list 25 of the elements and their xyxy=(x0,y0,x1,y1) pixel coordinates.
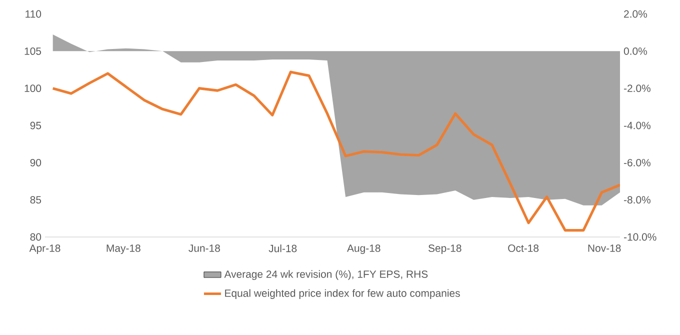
legend-label: Average 24 wk revision (%), 1FY EPS, RHS xyxy=(224,270,428,280)
y-tick-label: 85 xyxy=(30,196,42,204)
x-tick-label: Jul-18 xyxy=(268,244,297,252)
y-tick-label: 105 xyxy=(24,47,42,55)
y2-tick-label: 0.0% xyxy=(624,47,647,55)
y2-tick-label: -6.0% xyxy=(624,158,650,166)
y2-tick-label: 2.0% xyxy=(624,10,647,18)
y-tick-label: 90 xyxy=(30,158,42,166)
x-tick-label: Apr-18 xyxy=(29,244,60,254)
y2-tick-label: -2.0% xyxy=(624,84,650,92)
x-tick-label: May-18 xyxy=(106,244,140,254)
x-tick-label: Aug-18 xyxy=(347,244,380,254)
y-tick-label: 110 xyxy=(26,10,42,18)
y-tick-label: 80 xyxy=(30,233,42,241)
x-tick-label: Oct-18 xyxy=(508,244,539,252)
x-tick-label: Sep-18 xyxy=(428,244,462,254)
x-tick-label: Jun-18 xyxy=(188,244,220,252)
y-tick-label: 95 xyxy=(30,122,42,130)
line-series xyxy=(52,70,620,232)
y-tick-label: 100 xyxy=(24,84,42,92)
y2-tick-label: -4.0% xyxy=(624,122,650,130)
y2-tick-label: -10.0% xyxy=(624,233,656,241)
x-tick-label: Nov-18 xyxy=(588,244,621,252)
y2-tick-label: -8.0% xyxy=(624,196,650,204)
legend-label: Equal weighted price index for few auto companies xyxy=(225,289,460,299)
